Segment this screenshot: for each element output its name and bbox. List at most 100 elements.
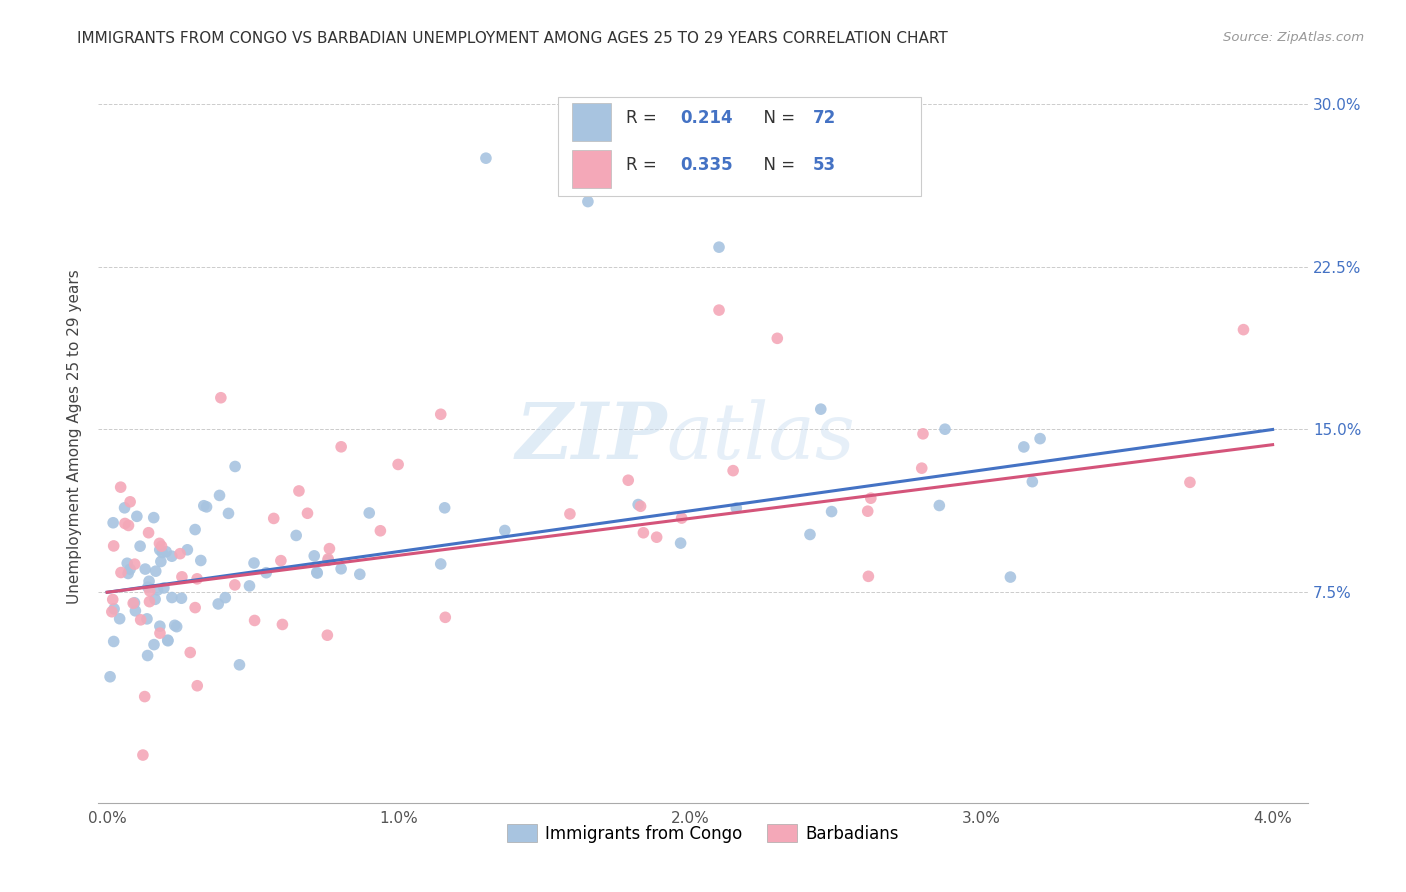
Point: [124, 604, 146, 618]
Point: [186, 679, 208, 693]
Point: [143, 638, 166, 652]
Text: N =: N =: [752, 156, 800, 174]
Text: atlas: atlas: [666, 399, 855, 475]
Point: [433, 500, 456, 515]
Text: IMMIGRANTS FROM CONGO VS BARBADIAN UNEMPLOYMENT AMONG AGES 25 TO 29 YEARS CORREL: IMMIGRANTS FROM CONGO VS BARBADIAN UNEMP…: [77, 31, 948, 46]
Point: [209, 391, 232, 405]
Point: [669, 536, 692, 550]
Point: [149, 619, 172, 633]
Point: [617, 473, 640, 487]
Point: [810, 402, 832, 417]
Point: [114, 500, 136, 515]
Point: [156, 633, 179, 648]
Text: ZIP: ZIP: [515, 399, 666, 475]
Point: [101, 605, 124, 619]
Point: [110, 566, 132, 580]
Point: [149, 626, 172, 640]
FancyBboxPatch shape: [572, 103, 612, 142]
Point: [288, 483, 311, 498]
Text: 0.335: 0.335: [681, 156, 733, 174]
Point: [156, 633, 179, 648]
Point: [108, 612, 131, 626]
Point: [138, 583, 160, 598]
Point: [98, 670, 121, 684]
Point: [117, 566, 139, 581]
Point: [330, 562, 353, 576]
Point: [136, 580, 159, 594]
Point: [707, 240, 730, 254]
Point: [166, 620, 188, 634]
Point: [429, 407, 451, 421]
Point: [671, 511, 693, 525]
Point: [160, 549, 183, 564]
Point: [228, 657, 250, 672]
Point: [115, 556, 138, 570]
Point: [1012, 440, 1035, 454]
Point: [124, 596, 146, 610]
Point: [1232, 323, 1254, 337]
Point: [911, 461, 934, 475]
Point: [238, 579, 260, 593]
Point: [145, 564, 167, 578]
Point: [224, 578, 246, 592]
Point: [645, 530, 668, 544]
FancyBboxPatch shape: [572, 150, 612, 188]
Point: [132, 747, 155, 762]
Point: [558, 507, 581, 521]
Point: [820, 505, 842, 519]
Point: [429, 557, 451, 571]
Point: [146, 582, 169, 597]
Point: [387, 458, 409, 472]
Point: [475, 151, 498, 165]
Point: [434, 610, 457, 624]
Point: [1178, 475, 1201, 490]
Point: [254, 566, 277, 580]
Point: [136, 648, 159, 663]
Point: [856, 504, 879, 518]
Point: [129, 539, 152, 553]
Point: [160, 591, 183, 605]
Text: 53: 53: [813, 156, 837, 174]
Point: [176, 542, 198, 557]
Point: [122, 596, 145, 610]
Point: [316, 552, 339, 566]
Point: [627, 498, 650, 512]
Point: [110, 480, 132, 494]
Point: [143, 592, 166, 607]
Point: [184, 523, 207, 537]
Point: [114, 516, 136, 531]
Point: [149, 555, 172, 569]
Point: [934, 422, 956, 436]
Point: [721, 464, 744, 478]
Point: [124, 557, 146, 571]
Point: [285, 528, 308, 542]
Point: [1021, 475, 1043, 489]
Point: [318, 541, 340, 556]
Point: [766, 331, 789, 345]
Point: [150, 539, 173, 553]
Point: [186, 572, 208, 586]
Point: [101, 592, 124, 607]
Point: [129, 613, 152, 627]
Point: [101, 516, 124, 530]
Point: [208, 488, 231, 502]
Point: [214, 591, 236, 605]
Point: [138, 525, 160, 540]
Point: [270, 554, 292, 568]
Point: [494, 524, 516, 538]
Point: [170, 570, 193, 584]
Point: [858, 569, 880, 583]
Point: [630, 500, 652, 514]
Point: [349, 567, 371, 582]
Text: 0.214: 0.214: [681, 109, 733, 127]
Point: [170, 591, 193, 606]
Point: [138, 574, 160, 589]
Point: [169, 547, 191, 561]
Point: [120, 495, 142, 509]
Point: [1000, 570, 1022, 584]
Point: [576, 194, 599, 209]
Point: [316, 628, 339, 642]
Point: [370, 524, 392, 538]
Point: [103, 602, 125, 616]
Point: [307, 566, 329, 580]
